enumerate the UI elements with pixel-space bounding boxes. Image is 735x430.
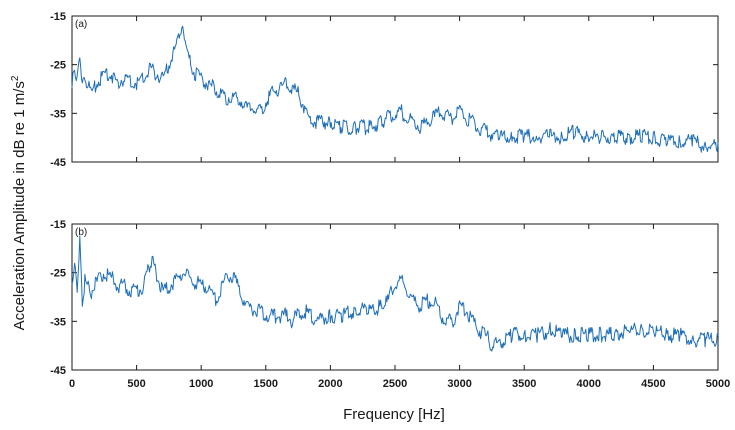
x-tick-label: 5000 [706, 378, 730, 390]
y-tick-label: -25 [50, 60, 66, 72]
panels: -15-25-35-45(a)-15-25-35-450 500 1000 1500 2… [50, 11, 730, 390]
x-tick-label: 2500 [383, 378, 407, 390]
y-axis-label-text: Acceleration Amplitude in dB re 1 m/s [11, 81, 28, 330]
y-axis-label-superscript: 2 [10, 75, 21, 81]
y-tick-label: -45 [50, 157, 66, 169]
x-tick-label: 1000 [189, 378, 213, 390]
x-tick-label: 3500 [512, 378, 536, 390]
plot-frame [71, 223, 719, 371]
y-tick-label: -35 [50, 316, 66, 328]
x-axis-label: Frequency [Hz] [343, 406, 445, 423]
plot-frame [71, 15, 719, 163]
x-tick-label: 0 [69, 378, 75, 390]
y-axis-label: Acceleration Amplitude in dB re 1 m/s2 [10, 75, 28, 330]
y-tick-label: -35 [50, 108, 66, 120]
panel-b: -15 -25 -35 -450 500 1000 1500 2000 2500 3000 3500… [50, 219, 730, 390]
series-line [71, 235, 719, 352]
x-tick-label: 4500 [641, 378, 665, 390]
y-tick-label: -45 [50, 365, 66, 377]
y-tick-label: -15 [50, 11, 66, 23]
y-tick-label: -15 [50, 219, 66, 231]
x-tick-label: 1500 [254, 378, 278, 390]
panel-a: -15 -25 -35 -45 (a) [50, 11, 719, 169]
panel-label: (a) [75, 19, 87, 30]
panel-label: (b) [75, 227, 87, 238]
x-tick-label: 500 [127, 378, 145, 390]
x-tick-label: 2000 [318, 378, 342, 390]
x-tick-label: 4000 [577, 378, 601, 390]
series-line [71, 25, 719, 153]
x-tick-label: 3000 [447, 378, 471, 390]
y-tick-label: -25 [50, 268, 66, 280]
